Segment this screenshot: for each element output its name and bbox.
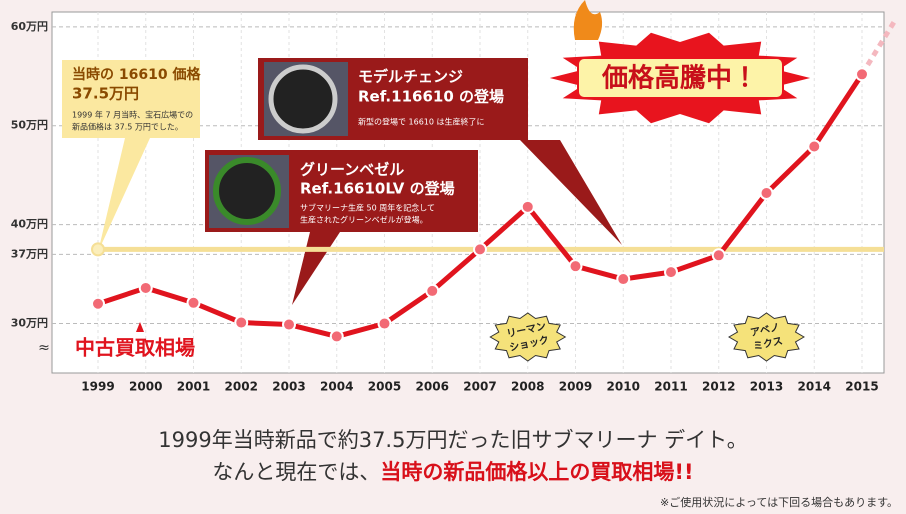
point <box>855 67 869 82</box>
point <box>473 242 487 257</box>
point <box>807 139 822 154</box>
callout-title: Ref.116610 の登場 <box>358 88 504 106</box>
chart: 当時の 16610 価格 37.5万円 1999 年 7 月当時、宝石広場での … <box>10 0 897 394</box>
footer-line: なんと現在では、当時の新品価格以上の買取相場!! <box>0 456 906 488</box>
x-tick-label: 2000 <box>129 380 162 394</box>
watch-image <box>268 64 338 134</box>
x-tick-label: 2007 <box>463 380 496 394</box>
badge <box>728 312 805 362</box>
point <box>377 316 392 331</box>
footer-text: なんと現在では、 <box>212 460 381 484</box>
footer-text: !! <box>674 460 694 484</box>
callout-title: 当時の 16610 価格 <box>72 66 201 83</box>
y-tick-label: 37万円 <box>11 247 48 260</box>
x-tick-label: 2005 <box>368 380 401 394</box>
y-tick-label: 50万円 <box>11 119 48 132</box>
legend-arrow <box>136 322 144 332</box>
callout-body: 生産されたグリーンベゼルが登場。 <box>300 215 428 225</box>
callout-body: 1999 年 7 月当時、宝石広場での <box>72 110 193 120</box>
point <box>138 280 153 295</box>
x-tick-label: 2008 <box>511 380 544 394</box>
y-tick-label: 30万円 <box>11 317 48 330</box>
x-tick-label: 2014 <box>798 380 831 394</box>
footer-line: 1999年当時新品で約37.5万円だった旧サブマリーナ デイト。 <box>158 428 748 452</box>
watch-image <box>213 157 281 225</box>
footer-highlight: 当時の新品価格以上の買取相場 <box>380 460 675 484</box>
callout-title: Ref.16610LV の登場 <box>300 180 455 198</box>
callout-box <box>258 58 622 245</box>
point <box>520 199 535 214</box>
point <box>616 272 631 287</box>
x-tick-label: 2012 <box>702 380 735 394</box>
burst-inner <box>577 57 784 99</box>
footer: 1999年当時新品で約37.5万円だった旧サブマリーナ デイト。 なんと現在では… <box>0 420 906 514</box>
callout-body: サブマリーナ生産 50 周年を記念して <box>300 203 435 213</box>
x-tick-label: 2010 <box>607 380 640 394</box>
x-tick-label: 2006 <box>416 380 449 394</box>
x-tick-label: 2002 <box>225 380 258 394</box>
x-tick-label: 1999 <box>81 380 114 394</box>
callout-box <box>62 60 200 252</box>
callout-title: 37.5万円 <box>72 85 139 103</box>
point <box>425 283 440 298</box>
point <box>282 317 296 332</box>
burst-text: 価格高騰中！ <box>601 63 758 94</box>
x-tick-label: 2015 <box>845 380 878 394</box>
footer-note: ※ご使用状況によっては下回る場合もあります。 <box>659 496 898 509</box>
callout-body: 新型の登場で 16610 は生産終了に <box>358 117 485 127</box>
point <box>711 248 726 263</box>
point <box>664 265 678 280</box>
y-tick-label: 60万円 <box>11 20 48 33</box>
x-tick-label: 2003 <box>272 380 305 394</box>
point <box>568 259 583 274</box>
y-tick-label: 40万円 <box>11 218 48 231</box>
badge <box>489 312 567 362</box>
x-tick-label: 2009 <box>559 380 592 394</box>
callout-title: モデルチェンジ <box>358 68 463 86</box>
callout-title: グリーンベゼル <box>300 161 404 179</box>
x-tick-label: 2001 <box>177 380 210 394</box>
point <box>186 295 201 310</box>
legend-label: 中古買取相場 <box>75 336 195 360</box>
x-tick-label: 2004 <box>320 380 353 394</box>
callout-body: 新品価格は 37.5 万円でした。 <box>72 122 183 132</box>
point <box>234 315 249 330</box>
reference-point <box>91 242 105 257</box>
axis-break: ≈ <box>38 340 50 356</box>
x-tick-label: 2013 <box>750 380 783 394</box>
x-tick-label: 2011 <box>654 380 687 394</box>
point <box>91 296 105 311</box>
point <box>329 329 344 344</box>
callouts: 当時の 16610 価格 37.5万円 1999 年 7 月当時、宝石広場での … <box>62 58 622 305</box>
flame <box>573 0 603 40</box>
point <box>759 185 774 200</box>
